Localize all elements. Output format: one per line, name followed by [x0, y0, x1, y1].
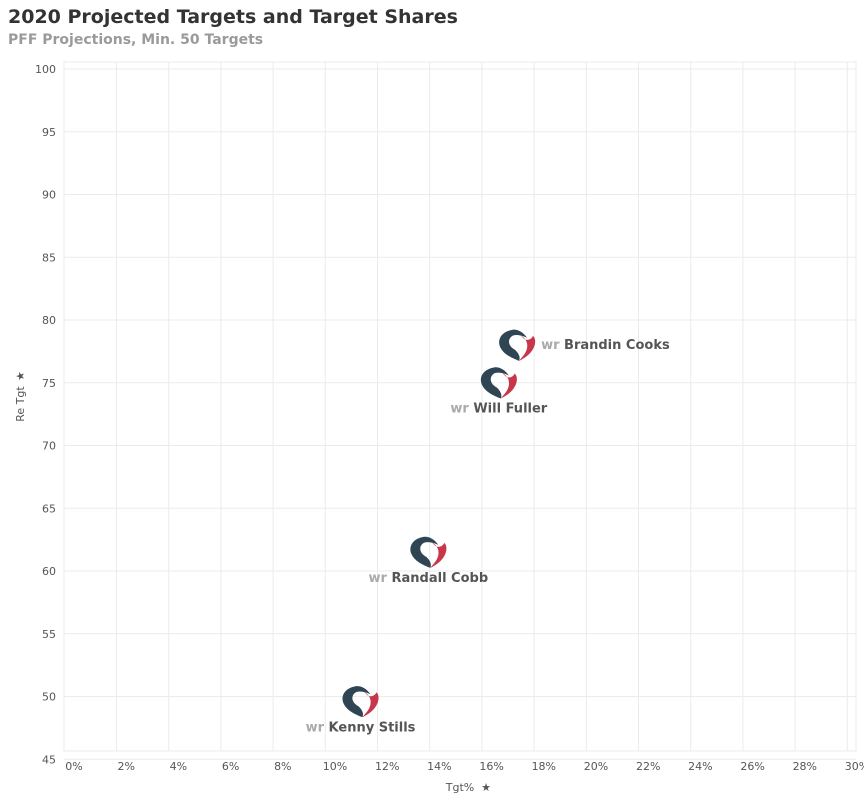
data-point[interactable]: wr Kenny Stills [306, 686, 416, 735]
texans-logo-icon [342, 686, 379, 718]
y-axis-pin-icon[interactable]: ★ [14, 371, 27, 381]
x-tick-label: 20% [584, 760, 608, 773]
x-tick-label: 30% [845, 760, 864, 773]
texans-logo-icon [480, 367, 517, 399]
y-tick-label: 55 [42, 628, 56, 641]
y-tick-label: 45 [42, 753, 56, 766]
x-tick-label: 4% [170, 760, 187, 773]
texans-logo-icon [410, 536, 447, 568]
y-tick-label: 70 [42, 440, 56, 453]
point-player-name: Will Fuller [473, 401, 547, 416]
point-label: wr Randall Cobb [369, 571, 489, 586]
y-tick-label: 75 [42, 377, 56, 390]
x-axis-pin-icon[interactable]: ★ [481, 781, 491, 794]
x-tick-label: 6% [222, 760, 239, 773]
y-tick-label: 50 [42, 691, 56, 704]
point-label: wr Kenny Stills [306, 720, 416, 735]
point-player-name: Kenny Stills [329, 720, 416, 735]
x-tick-label: 24% [688, 760, 712, 773]
point-position: wr [369, 571, 392, 586]
point-player-name: Randall Cobb [392, 571, 489, 586]
x-tick-label: 10% [323, 760, 347, 773]
x-tick-label: 28% [793, 760, 817, 773]
x-tick-label: 16% [479, 760, 503, 773]
y-tick-label: 80 [42, 314, 56, 327]
x-tick-label: 14% [427, 760, 451, 773]
x-tick-label: 18% [532, 760, 556, 773]
point-position: wr [541, 338, 564, 353]
chart-title: 2020 Projected Targets and Target Shares [8, 6, 458, 28]
point-label: wr Brandin Cooks [541, 338, 670, 353]
grid-lines [63, 61, 857, 760]
data-point[interactable]: wr Will Fuller [450, 367, 548, 416]
y-tick-label: 65 [42, 502, 56, 515]
x-tick-label: 8% [274, 760, 291, 773]
point-label: wr Will Fuller [450, 401, 547, 416]
x-axis-title: Tgt% [445, 781, 474, 794]
y-tick-label: 90 [42, 189, 56, 202]
x-tick-label: 26% [740, 760, 764, 773]
x-tick-label: 12% [375, 760, 399, 773]
y-tick-label: 60 [42, 565, 56, 578]
y-tick-label: 85 [42, 251, 56, 264]
x-tick-label: 22% [636, 760, 660, 773]
x-tick-label: 2% [117, 760, 134, 773]
y-tick-label: 95 [42, 126, 56, 139]
point-position: wr [306, 720, 329, 735]
data-point[interactable]: wr Randall Cobb [369, 536, 489, 586]
data-point[interactable]: wr Brandin Cooks [499, 329, 670, 361]
y-axis-title: Re Tgt [14, 386, 27, 422]
y-tick-label: 100 [35, 63, 56, 76]
axis-ticks: 0% 2% 4% 6% 8% 10% 12% 14% 16% 18% 20% 22% 24% 26% 28%… [35, 63, 864, 773]
plot-border [63, 61, 857, 752]
axis-titles: Tgt% ★ Re Tgt ★ [14, 371, 491, 794]
point-player-name: Brandin Cooks [564, 338, 670, 353]
point-position: wr [450, 401, 473, 416]
x-tick-label: 0% [65, 760, 82, 773]
texans-logo-icon [499, 329, 536, 361]
chart-subtitle: PFF Projections, Min. 50 Targets [8, 32, 264, 48]
